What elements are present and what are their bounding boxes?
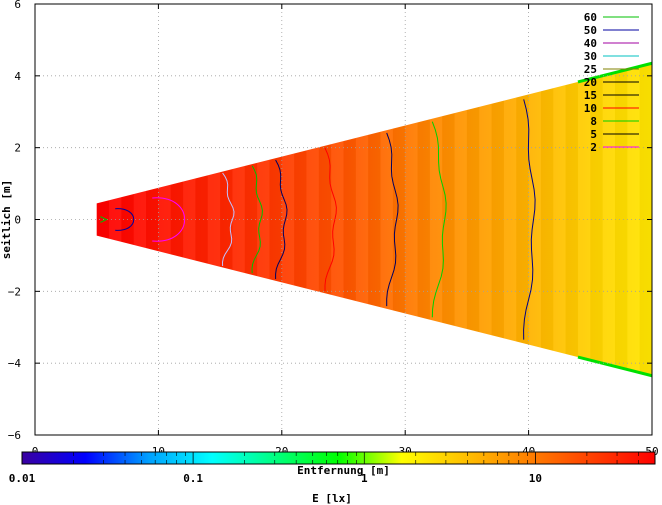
beam-band xyxy=(467,107,479,332)
y-tick-label: −6 xyxy=(8,429,21,442)
beam-band xyxy=(577,78,591,361)
contour-30 xyxy=(221,172,235,267)
beam-band xyxy=(615,69,627,369)
legend-label: 25 xyxy=(584,63,597,76)
beam-area xyxy=(96,63,652,376)
beam-band xyxy=(442,113,454,326)
colorbar-tick-label: 1 xyxy=(361,472,368,485)
contour-5 xyxy=(523,99,536,340)
contour-15 xyxy=(324,147,337,291)
beam-band xyxy=(602,72,615,367)
legend-label: 15 xyxy=(584,89,597,102)
beam-band xyxy=(368,132,380,308)
contour-10 xyxy=(386,132,399,307)
beam-band xyxy=(380,128,393,311)
beam-band xyxy=(344,138,356,301)
beam-band xyxy=(306,147,319,292)
legend-label: 2 xyxy=(590,141,597,154)
beam-band xyxy=(158,184,171,255)
beam-band xyxy=(627,66,640,373)
beam-band xyxy=(171,182,183,258)
grid-lines xyxy=(35,4,652,435)
legend-label: 20 xyxy=(584,76,597,89)
contour-60 xyxy=(100,216,108,223)
beam-band xyxy=(454,109,467,330)
y-axis-label: seitlich [m] xyxy=(0,180,13,259)
x-axis-label: Entfernung [m] xyxy=(297,464,390,477)
contour-25 xyxy=(251,165,263,274)
colorbar-tick-label: 10 xyxy=(529,472,542,485)
beam-edge-bottom xyxy=(577,355,653,378)
beam-band xyxy=(492,101,504,339)
legend-label: 40 xyxy=(584,37,597,50)
contour-8 xyxy=(431,121,447,318)
beam-band xyxy=(319,144,331,295)
legend-label: 5 xyxy=(590,128,597,141)
beam-band xyxy=(207,172,221,267)
legend-label: 10 xyxy=(584,102,597,115)
beam-band xyxy=(195,175,207,263)
y-tick-label: 6 xyxy=(14,0,21,11)
beam-edge-top xyxy=(577,61,653,84)
legend-label: 60 xyxy=(584,11,597,24)
y-tick-label: 4 xyxy=(14,70,21,83)
contour-50 xyxy=(115,208,134,231)
beam-band xyxy=(232,165,245,274)
colorbar: 0.01 0.1 1 10 xyxy=(9,451,656,485)
y-tick-label: 0 xyxy=(14,214,21,227)
beam-band xyxy=(479,103,492,336)
y-tick-label: 2 xyxy=(14,142,21,155)
colorbar-label: E [lx] xyxy=(312,492,352,505)
beam-band xyxy=(355,134,369,305)
colorbar-strip xyxy=(21,451,656,465)
beam-band xyxy=(183,178,196,261)
contour-40 xyxy=(152,197,186,242)
beam-band xyxy=(503,97,517,342)
legend-label: 8 xyxy=(590,115,597,128)
y-tick-label: −4 xyxy=(8,357,22,370)
legend-label: 30 xyxy=(584,50,597,63)
beam-band xyxy=(220,169,232,270)
y-tick-label: −2 xyxy=(8,285,21,298)
contour-lines xyxy=(100,99,536,340)
colorbar-tick-label: 0.01 xyxy=(9,472,36,485)
beam-heatmap xyxy=(96,61,653,378)
beam-band xyxy=(331,141,344,298)
contour-20 xyxy=(275,159,288,279)
legend-label: 50 xyxy=(584,24,597,37)
colorbar-tick-label: 0.1 xyxy=(183,472,203,485)
